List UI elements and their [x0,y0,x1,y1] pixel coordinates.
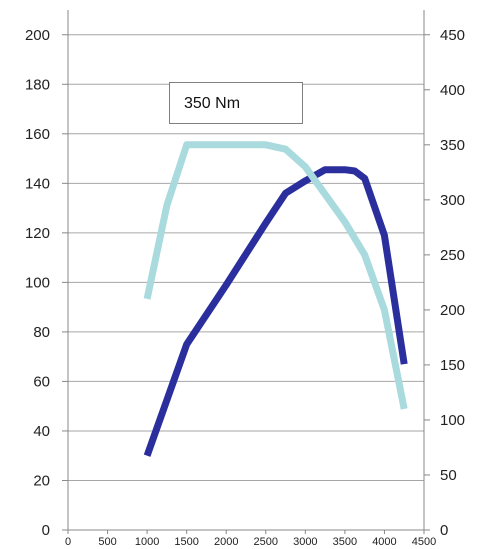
series-line-dark [143,166,408,457]
right-tick-label: 350 [440,137,465,154]
left-tick-label: 40 [33,423,50,440]
annotation-label: 350 Nm [184,95,241,112]
series-line-light [143,141,408,410]
left-tick-label: 120 [25,225,50,242]
x-tick-label: 2500 [254,536,278,548]
axes [62,10,430,534]
series-lines [143,141,408,457]
left-tick-label: 100 [25,274,50,291]
x-tick-label: 3500 [333,536,357,548]
x-tick-label: 1500 [174,536,198,548]
left-tick-label: 160 [25,126,50,143]
x-tick-label: 4000 [372,536,396,548]
x-tick-label: 500 [98,536,116,548]
left-tick-label: 180 [25,76,50,93]
right-tick-label: 300 [440,192,465,209]
left-tick-label: 200 [25,27,50,44]
right-tick-label: 200 [440,302,465,319]
right-tick-label: 400 [440,82,465,99]
left-tick-label: 20 [33,472,50,489]
right-tick-label: 150 [440,357,465,374]
right-tick-label: 0 [440,522,448,539]
x-tick-label: 0 [65,536,71,548]
left-tick-label: 0 [42,522,50,539]
x-tick-label: 3000 [293,536,317,548]
right-tick-label: 450 [440,27,465,44]
left-tick-label: 60 [33,373,50,390]
left-tick-label: 80 [33,324,50,341]
left-tick-label: 140 [25,175,50,192]
x-tick-label: 1000 [135,536,159,548]
right-tick-label: 100 [440,412,465,429]
annotation-box: 350 Nm [169,82,303,124]
right-tick-label: 250 [440,247,465,264]
right-tick-label: 50 [440,467,457,484]
tick-labels: 0204060801001201401601802000501001502002… [25,27,465,548]
x-tick-label: 4500 [412,536,436,548]
x-tick-label: 2000 [214,536,238,548]
